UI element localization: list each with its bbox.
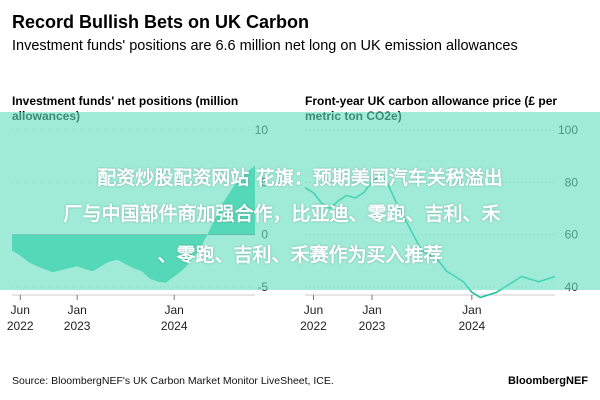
x-tick-label-year: 2024: [161, 319, 188, 333]
x-tick-label-month: Jan: [164, 303, 183, 317]
x-tick-label-month: Jun: [11, 303, 30, 317]
chart-title: Record Bullish Bets on UK Carbon: [12, 12, 310, 32]
overlay-text-line-3: 、零跑、吉利、禾赛作为买入推荐: [157, 244, 443, 266]
x-tick-label-month: Jan: [67, 303, 86, 317]
x-tick-label-year: 2024: [458, 319, 485, 333]
x-tick-label-year: 2023: [64, 319, 91, 333]
brand-logo-text: BloombergNEF: [507, 375, 588, 387]
overlay-text-line-1: 配资炒股配资网站 花旗：预期美国汽车关税溢出: [97, 167, 503, 189]
overlay-text-line-2: 厂与中国部件商加强合作，比亚迪、零跑、吉利、禾: [63, 203, 501, 225]
x-tick-label-year: 2022: [300, 319, 327, 333]
x-tick-label-month: Jun: [304, 303, 323, 317]
overlay-banner: [0, 112, 600, 290]
x-tick-label-month: Jan: [362, 303, 381, 317]
source-note: Source: BloombergNEF's UK Carbon Market …: [12, 375, 334, 387]
x-tick-label-year: 2023: [359, 319, 386, 333]
chart-subtitle: Investment funds' positions are 6.6 mill…: [12, 38, 518, 54]
x-tick-label-year: 2022: [7, 319, 34, 333]
x-tick-label-month: Jan: [462, 303, 481, 317]
